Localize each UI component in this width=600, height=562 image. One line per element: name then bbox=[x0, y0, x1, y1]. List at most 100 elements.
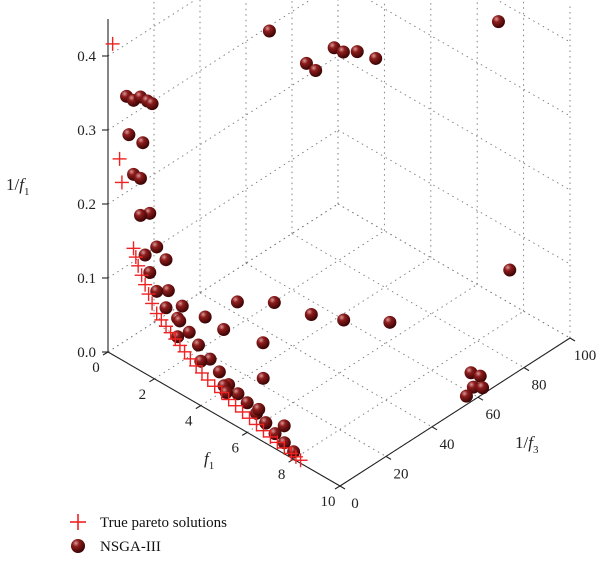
nsga-iii-point bbox=[122, 128, 136, 142]
pareto-point bbox=[189, 358, 204, 373]
chart-marks bbox=[105, 15, 517, 468]
x-axis-line bbox=[107, 351, 341, 487]
pareto-point bbox=[194, 365, 209, 380]
nsga-iii-point bbox=[383, 315, 397, 329]
z-tick-label: 0.0 bbox=[77, 345, 96, 361]
x-tick bbox=[195, 405, 202, 410]
grid-line bbox=[199, 292, 433, 428]
pareto-point bbox=[207, 379, 222, 394]
nsga-iii-point bbox=[262, 24, 276, 38]
legend: True pareto solutions NSGA-III bbox=[70, 514, 227, 555]
nsga-iii-point bbox=[277, 419, 291, 433]
grid-line bbox=[246, 284, 478, 433]
x-tick-label: 8 bbox=[278, 467, 286, 483]
nsga-iii-point bbox=[230, 295, 244, 309]
nsga-iii-point bbox=[194, 354, 208, 368]
nsga-iii-point bbox=[240, 396, 254, 410]
nsga-iii-point bbox=[173, 314, 187, 328]
pareto-point bbox=[128, 250, 143, 265]
nsga-iii-point bbox=[466, 380, 480, 394]
pareto-point bbox=[145, 296, 160, 311]
pareto-point bbox=[126, 241, 141, 256]
z-tick-label: 0.1 bbox=[77, 271, 96, 287]
nsga-iii-point bbox=[212, 365, 226, 379]
nsga-iii-point bbox=[138, 248, 152, 262]
pareto-point bbox=[138, 277, 153, 292]
y-tick bbox=[477, 396, 484, 401]
pareto-point bbox=[131, 258, 146, 273]
y-tick bbox=[339, 485, 346, 490]
y-tick bbox=[569, 337, 576, 342]
pareto-point bbox=[277, 440, 292, 455]
grid-line bbox=[200, 257, 432, 406]
grid-line bbox=[291, 233, 525, 368]
nsga-iii-point bbox=[231, 387, 245, 401]
x-tick-label: 4 bbox=[185, 414, 193, 430]
nsga-iii-point bbox=[369, 51, 383, 65]
grid-line bbox=[107, 0, 196, 57]
grid-line bbox=[337, 55, 571, 191]
grid-line bbox=[245, 262, 479, 398]
pareto-point bbox=[256, 423, 271, 438]
pareto-point bbox=[249, 417, 264, 432]
nsga-iii-point bbox=[145, 97, 159, 111]
y-tick bbox=[385, 455, 392, 460]
nsga-iii-point bbox=[256, 336, 270, 350]
z-axis-label: 1/f1 bbox=[6, 175, 29, 198]
y-tick-label: 0 bbox=[351, 496, 359, 512]
nsga-iii-point bbox=[503, 263, 517, 277]
pareto-point bbox=[114, 175, 129, 190]
z-tick-label: 0.2 bbox=[77, 197, 96, 213]
nsga-iii-point bbox=[476, 381, 490, 395]
nsga-iii-point bbox=[175, 299, 189, 313]
grid-line bbox=[337, 203, 571, 339]
nsga-iii-point bbox=[309, 63, 323, 77]
grid-line bbox=[337, 129, 571, 265]
pareto-point bbox=[177, 344, 192, 359]
nsga-iii-point bbox=[171, 330, 185, 344]
pareto-point bbox=[134, 268, 149, 283]
grid-line bbox=[337, 203, 571, 339]
legend-item-nsga-iii: NSGA-III bbox=[71, 539, 161, 555]
nsga-iii-point bbox=[473, 369, 487, 383]
pareto-point bbox=[141, 287, 156, 302]
nsga-iii-point bbox=[259, 416, 273, 430]
y-tick-label: 100 bbox=[574, 348, 597, 364]
nsga-iii-point bbox=[267, 296, 281, 310]
legend-item-true-pareto: True pareto solutions bbox=[70, 514, 227, 531]
nsga-iii-point bbox=[150, 284, 164, 298]
nsga-iii-point bbox=[304, 307, 318, 321]
x-tick bbox=[149, 378, 155, 383]
grid-line bbox=[368, 0, 571, 117]
nsga-iii-point bbox=[252, 402, 266, 416]
y-tick-label: 60 bbox=[486, 407, 501, 423]
legend-label-nsga-iii: NSGA-III bbox=[100, 539, 161, 555]
y-tick-label: 80 bbox=[532, 378, 547, 394]
nsga-iii-point bbox=[133, 208, 147, 222]
nsga-iii-point bbox=[161, 284, 175, 298]
x-tick-label: 2 bbox=[139, 387, 147, 403]
y-tick bbox=[431, 426, 438, 431]
nsga-iii-point bbox=[459, 389, 473, 403]
pareto-point bbox=[293, 453, 308, 468]
nsga-iii-point bbox=[136, 136, 150, 150]
pareto-point bbox=[112, 151, 127, 166]
x-tick-label: 6 bbox=[231, 440, 239, 456]
y-axis-line bbox=[339, 337, 571, 487]
x-tick-label: 10 bbox=[321, 494, 336, 510]
pareto-point bbox=[270, 435, 285, 450]
nsga-iii-point bbox=[299, 56, 313, 70]
pareto-point bbox=[263, 429, 278, 444]
nsga-iii-point bbox=[133, 171, 147, 185]
x-tick bbox=[334, 485, 341, 490]
x-tick bbox=[241, 431, 248, 436]
x-tick bbox=[102, 351, 109, 356]
pareto-point bbox=[105, 36, 120, 51]
chart-grid bbox=[107, 0, 571, 487]
nsga-iii-point bbox=[150, 240, 164, 254]
chart-axes bbox=[102, 19, 576, 490]
pareto-point bbox=[242, 411, 257, 426]
nsga-iii-point bbox=[159, 301, 173, 315]
